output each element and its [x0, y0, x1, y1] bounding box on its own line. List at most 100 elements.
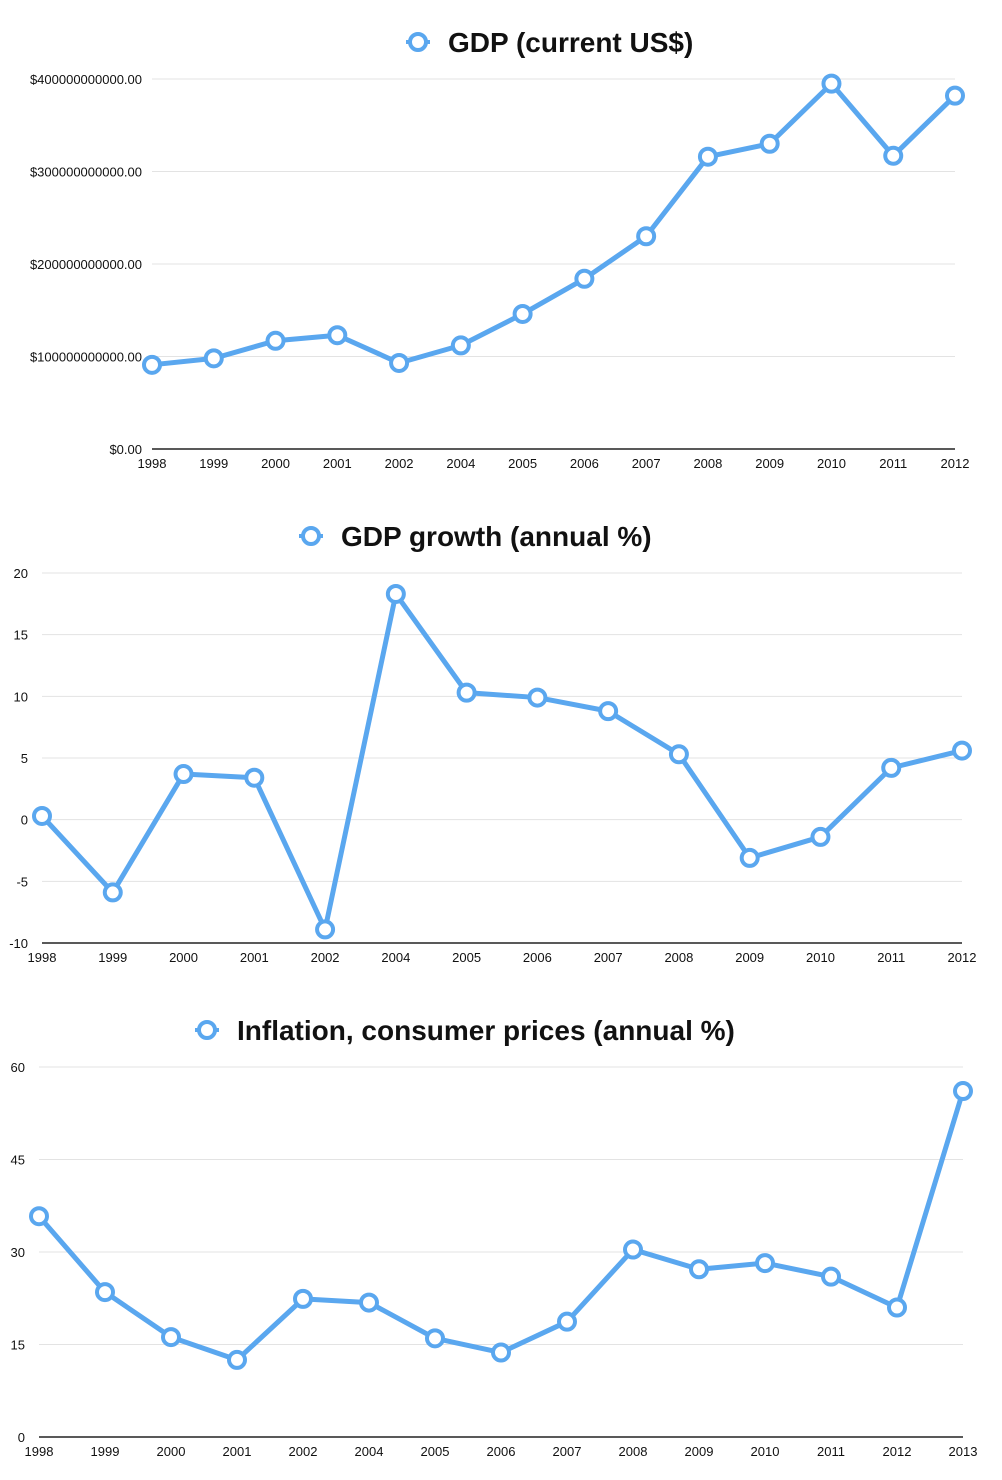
growth-y-tick-label: 5 [21, 751, 28, 766]
gdp-x-tick-label: 2005 [508, 456, 537, 471]
growth-title-group: GDP growth (annual %) [299, 521, 652, 552]
growth-data-point [244, 767, 265, 788]
gdp-y-tick-label: $100000000000.00 [30, 350, 142, 365]
inflation-x-tick-label: 1998 [25, 1444, 54, 1459]
gdp-data-point [697, 146, 718, 167]
growth-x-tick-label: 2011 [877, 950, 905, 965]
gdp-data-point [945, 85, 965, 106]
inflation-data-point [293, 1288, 313, 1309]
growth-data-point [385, 583, 406, 604]
inflation-data-point [953, 1081, 973, 1102]
inflation-x-tick-label: 2001 [223, 1444, 252, 1459]
growth-data-point [881, 757, 902, 778]
gdp-legend-marker [408, 32, 428, 52]
inflation-x-tick-label: 2007 [553, 1444, 582, 1459]
gdp-data-point [512, 303, 533, 324]
inflation-data-point [623, 1239, 643, 1260]
gdp-y-tick-label: $0.00 [109, 442, 142, 457]
growth-data-point [456, 682, 477, 703]
growth-legend-marker [301, 526, 321, 546]
gdp-chart-svg: GDP (current US$) $0.00 $100000000000.00 $2… [30, 27, 970, 471]
gdp-growth-chart-svg: GDP growth (annual %) -10 -5 0 5 10 15 20 1998 19… [9, 521, 977, 965]
gdp-x-tick-label: 2008 [693, 456, 722, 471]
gdp-data-point [450, 335, 471, 356]
growth-x-tick-label: 2001 [240, 950, 269, 965]
inflation-data-point [821, 1266, 841, 1287]
growth-data-point [527, 687, 548, 708]
gdp-x-tick-label: 2009 [755, 456, 784, 471]
gdp-x-tick-label: 2001 [323, 456, 352, 471]
gdp-x-tick-label: 1999 [199, 456, 228, 471]
inflation-x-tick-label: 2000 [157, 1444, 186, 1459]
gdp-growth-chart: GDP growth (annual %) -10 -5 0 5 10 15 20 1998 19… [0, 495, 1002, 975]
growth-x-tick-label: 2002 [311, 950, 340, 965]
gdp-data-point [265, 330, 286, 351]
inflation-data-point [95, 1282, 115, 1303]
gdp-data-point [636, 226, 657, 247]
inflation-y-tick-label: 15 [11, 1338, 25, 1353]
inflation-title-group: Inflation, consumer prices (annual %) [195, 1015, 735, 1046]
growth-y-tick-label: 10 [14, 689, 28, 704]
growth-y-tick-label: 0 [21, 813, 28, 828]
inflation-data-point [359, 1292, 379, 1313]
gdp-data-point [389, 352, 410, 373]
gdp-data-point [327, 325, 348, 346]
gdp-x-tick-label: 2007 [632, 456, 661, 471]
growth-x-tick-label: 2007 [594, 950, 623, 965]
growth-data-point [102, 882, 123, 903]
growth-data-point [173, 764, 194, 785]
inflation-x-tick-label: 1999 [91, 1444, 120, 1459]
inflation-x-tick-label: 2005 [421, 1444, 450, 1459]
gdp-data-point [759, 133, 780, 154]
gdp-x-tick-label: 2000 [261, 456, 290, 471]
inflation-x-tick-label: 2009 [685, 1444, 714, 1459]
inflation-x-tick-label: 2013 [949, 1444, 978, 1459]
inflation-x-tick-label: 2008 [619, 1444, 648, 1459]
gdp-chart: GDP (current US$) $0.00 $100000000000.00 $2… [0, 0, 1002, 480]
growth-data-point [952, 740, 972, 761]
inflation-data-point [29, 1206, 49, 1227]
inflation-x-tick-label: 2004 [355, 1444, 384, 1459]
inflation-data-point [689, 1259, 709, 1280]
inflation-series-line [36, 1088, 966, 1363]
inflation-x-tick-label: 2006 [487, 1444, 516, 1459]
growth-data-point [598, 701, 619, 722]
gdp-data-point [883, 145, 904, 166]
growth-data-point [315, 919, 336, 940]
inflation-data-point [491, 1342, 511, 1363]
inflation-y-tick-label: 0 [18, 1430, 25, 1445]
inflation-data-point [227, 1349, 247, 1370]
growth-x-tick-label: 1999 [98, 950, 127, 965]
inflation-x-tick-label: 2002 [289, 1444, 318, 1459]
inflation-y-tick-label: 60 [11, 1060, 25, 1075]
inflation-chart-svg: Inflation, consumer prices (annual %) 0 15… [11, 1015, 978, 1459]
inflation-chart-title: Inflation, consumer prices (annual %) [237, 1015, 735, 1046]
inflation-data-point [557, 1311, 577, 1332]
growth-x-tick-label: 2008 [664, 950, 693, 965]
gdp-x-tick-label: 2006 [570, 456, 599, 471]
inflation-legend-marker [197, 1020, 217, 1040]
growth-data-point [810, 826, 831, 847]
gdp-data-point [574, 268, 595, 289]
gdp-data-point [203, 348, 224, 369]
inflation-data-point [425, 1328, 445, 1349]
gdp-y-tick-label: $400000000000.00 [30, 72, 142, 87]
inflation-x-tick-label: 2012 [883, 1444, 912, 1459]
growth-y-tick-label: -5 [16, 874, 28, 889]
growth-x-tick-label: 2006 [523, 950, 552, 965]
inflation-data-point [887, 1297, 907, 1318]
growth-x-tick-label: 2010 [806, 950, 835, 965]
growth-y-tick-label: -10 [9, 936, 28, 951]
growth-x-tick-label: 2005 [452, 950, 481, 965]
gdp-x-tick-label: 2002 [385, 456, 414, 471]
inflation-y-tick-label: 45 [11, 1153, 25, 1168]
gdp-chart-title: GDP (current US$) [448, 27, 693, 58]
growth-chart-title: GDP growth (annual %) [341, 521, 652, 552]
gdp-x-tick-label: 1998 [138, 456, 167, 471]
growth-x-tick-label: 2012 [948, 950, 977, 965]
gdp-x-tick-label: 2012 [941, 456, 970, 471]
inflation-x-tick-label: 2011 [817, 1444, 845, 1459]
growth-series-line [39, 591, 965, 932]
gdp-x-tick-label: 2010 [817, 456, 846, 471]
inflation-y-tick-label: 30 [11, 1245, 25, 1260]
